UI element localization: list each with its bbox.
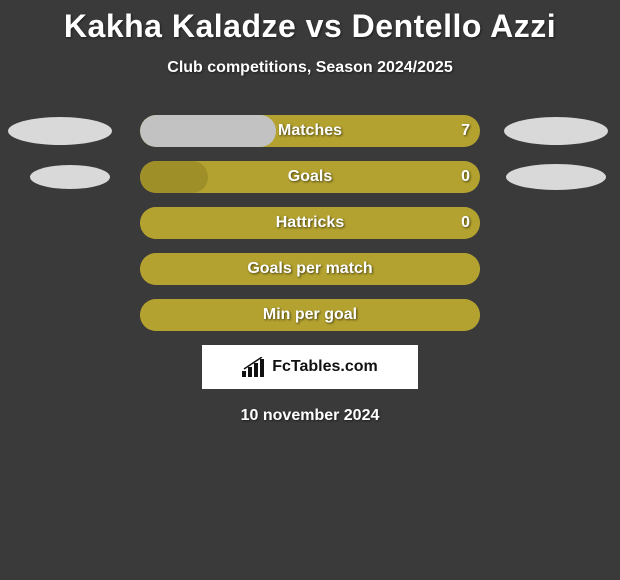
bar-value: 7: [461, 122, 470, 140]
bar-fill: [140, 253, 480, 285]
bar-fill: [140, 299, 480, 331]
chart-icon: [242, 357, 266, 377]
bar-track: Matches7: [140, 115, 480, 147]
bar-track: Hattricks0: [140, 207, 480, 239]
stat-row: Goals0: [0, 161, 620, 193]
right-value-ellipse: [506, 164, 606, 190]
right-value-ellipse: [504, 117, 608, 145]
bar-fill: [140, 115, 276, 147]
left-value-ellipse: [8, 117, 112, 145]
comparison-chart: Matches7 Goals0 Hattricks0 Goals per match M…: [0, 115, 620, 331]
stat-row: Matches7: [0, 115, 620, 147]
attribution-badge: FcTables.com: [202, 345, 418, 389]
bar-fill: [140, 161, 208, 193]
bar-fill: [140, 207, 480, 239]
subtitle: Club competitions, Season 2024/2025: [0, 59, 620, 77]
bar-track: Goals0: [140, 161, 480, 193]
date-text: 10 november 2024: [0, 407, 620, 425]
stat-row: Min per goal: [0, 299, 620, 331]
stat-row: Goals per match: [0, 253, 620, 285]
stat-row: Hattricks0: [0, 207, 620, 239]
bar-track: Goals per match: [140, 253, 480, 285]
bar-value: 0: [461, 168, 470, 186]
page-title: Kakha Kaladze vs Dentello Azzi: [0, 0, 620, 45]
left-value-ellipse: [30, 165, 110, 189]
bar-track: Min per goal: [140, 299, 480, 331]
attribution-text: FcTables.com: [272, 358, 378, 376]
